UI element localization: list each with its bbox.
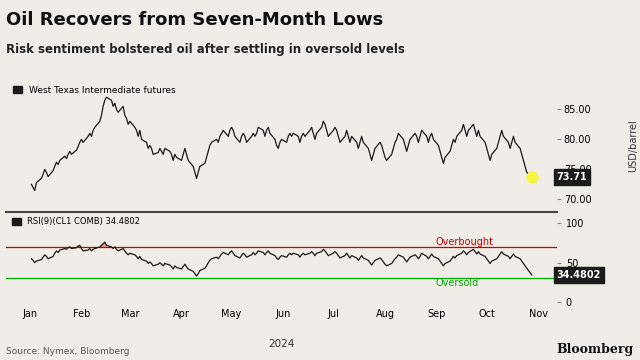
Text: 73.71: 73.71 bbox=[557, 172, 588, 182]
Y-axis label: USD/barrel: USD/barrel bbox=[628, 119, 638, 172]
Text: 2024: 2024 bbox=[268, 339, 295, 349]
Text: 34.4802: 34.4802 bbox=[557, 270, 601, 280]
Legend: West Texas Intermediate futures: West Texas Intermediate futures bbox=[11, 84, 177, 96]
Text: Oversold: Oversold bbox=[436, 278, 479, 288]
Text: Oil Recovers from Seven-Month Lows: Oil Recovers from Seven-Month Lows bbox=[6, 11, 383, 29]
Text: Source: Nymex, Bloomberg: Source: Nymex, Bloomberg bbox=[6, 347, 130, 356]
Text: Risk sentiment bolstered oil after settling in oversold levels: Risk sentiment bolstered oil after settl… bbox=[6, 43, 405, 56]
Legend: RSI(9)(CL1 COMB) 34.4802: RSI(9)(CL1 COMB) 34.4802 bbox=[11, 216, 142, 228]
Text: Overbought: Overbought bbox=[436, 237, 493, 247]
Text: Bloomberg: Bloomberg bbox=[556, 343, 634, 356]
